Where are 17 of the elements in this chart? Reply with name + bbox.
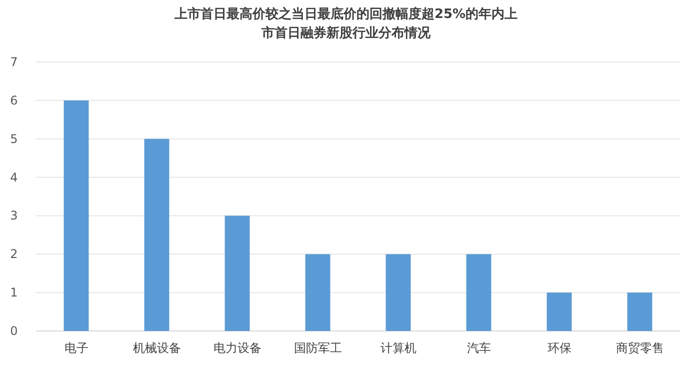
- y-tick-label: 4: [10, 170, 18, 184]
- y-tick-label: 1: [10, 286, 18, 300]
- x-tick-label: 电力设备: [213, 341, 262, 355]
- y-tick-label: 0: [10, 324, 18, 338]
- x-tick-label: 国防军工: [294, 341, 342, 355]
- x-tick-label: 环保: [547, 341, 572, 355]
- y-tick-label: 6: [10, 93, 18, 108]
- y-tick-label: 2: [10, 247, 18, 262]
- x-tick-label: 汽车: [466, 341, 491, 355]
- chart-title: 上市首日最高价较之当日最底价的回撤幅度超25%的年内上市首日融券新股行业分布情况: [173, 6, 519, 43]
- y-tick-label: 7: [10, 55, 18, 69]
- x-tick-label: 计算机: [380, 341, 416, 355]
- y-tick-label: 3: [10, 208, 18, 223]
- y-tick-label: 5: [10, 132, 18, 146]
- x-tick-label: 商贸零售: [616, 341, 664, 355]
- x-tick-label: 机械设备: [132, 341, 181, 355]
- x-tick-label: 电子: [64, 341, 88, 355]
